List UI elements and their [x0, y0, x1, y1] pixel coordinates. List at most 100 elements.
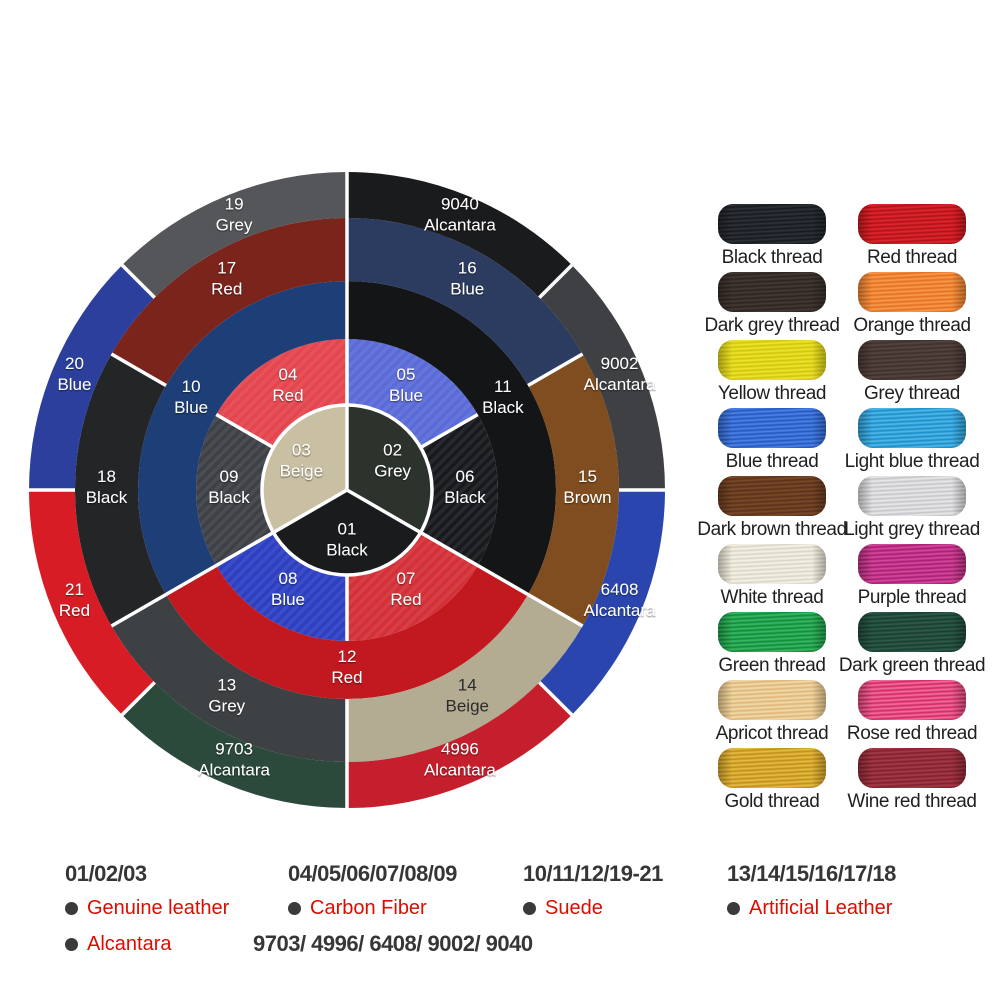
wheel-segment-4996-alcantara	[347, 682, 572, 808]
legend-numbers: 13/14/15/16/17/18	[727, 861, 896, 886]
wheel-segment-10-blue	[137, 281, 347, 595]
thread-option: Light blue thread	[842, 408, 982, 476]
thread-option: White thread	[702, 544, 842, 612]
segment-divider	[346, 488, 422, 535]
segment-divider	[538, 263, 574, 299]
thread-option: Dark brown thread	[697, 476, 847, 544]
segment-divider	[215, 412, 275, 450]
thread-option: Wine red thread	[842, 748, 982, 816]
legend-numbers: 04/05/06/07/08/09	[288, 861, 457, 886]
bullet-icon	[65, 938, 78, 951]
wheel-segment-label-10-blue: 10 Blue	[174, 377, 208, 417]
thread-option: Dark grey thread	[702, 272, 842, 340]
wheel-segment-label-6408-alcantara: 6408 Alcantara	[584, 580, 656, 620]
wheel-segment-label-02-grey: 02 Grey	[374, 441, 411, 481]
segment-divider	[120, 681, 156, 717]
carbon-texture-overlay	[420, 414, 499, 566]
thread-swatch	[858, 272, 966, 312]
wheel-segment-label-18-black: 18 Black	[86, 467, 128, 507]
legend-material-row: Artificial Leather	[727, 897, 896, 920]
legend-material-row: Carbon Fiber	[288, 897, 457, 920]
thread-swatch	[858, 408, 966, 448]
legend-alcantara-codes: 9703/ 4996/ 6408/ 9002/ 9040	[253, 931, 533, 956]
wheel-segment-13-grey	[111, 594, 347, 762]
segment-divider	[165, 563, 218, 597]
thread-swatch	[718, 612, 826, 652]
thread-option: Red thread	[842, 204, 982, 272]
wheel-segment-label-11-black: 11 Black	[482, 377, 524, 417]
wheel-segment-9703-alcantara	[122, 682, 347, 809]
thread-option: Gold thread	[702, 748, 842, 816]
legend-numbers: 10/11/12/19-21	[523, 861, 663, 886]
thread-option: Yellow thread	[702, 340, 842, 408]
thread-swatch	[858, 340, 966, 380]
thread-option: Apricot thread	[702, 680, 842, 748]
legend-group-alcantara: Alcantara	[65, 933, 172, 956]
thread-label: Dark grey thread	[704, 315, 840, 336]
thread-label: Purple thread	[857, 587, 967, 608]
wheel-segment-label-01-black: 01 Black	[326, 520, 368, 560]
legend-group-suede: 10/11/12/19-21 Suede	[523, 861, 663, 920]
legend-group-carbon-fiber: 04/05/06/07/08/09 Carbon Fiber	[288, 861, 457, 920]
thread-swatch	[718, 476, 826, 516]
wheel-segment-11-black	[347, 281, 557, 595]
thread-label: White thread	[720, 587, 824, 608]
wheel-segment-label-03-beige: 03 Beige	[280, 441, 323, 481]
wheel-segment-6408-alcantara	[539, 490, 665, 715]
thread-swatch	[858, 748, 966, 788]
thread-swatch	[718, 680, 826, 720]
legend-material: Artificial Leather	[749, 897, 893, 919]
carbon-texture-overlay	[195, 414, 274, 566]
wheel-segment-label-05-blue: 05 Blue	[389, 365, 423, 405]
wheel-segment-21-red	[29, 490, 155, 715]
wheel-segment-19-grey	[122, 172, 347, 298]
wheel-segment-label-17-red: 17 Red	[211, 259, 242, 299]
wheel-segment-label-16-blue: 16 Blue	[450, 259, 484, 299]
thread-label: Dark brown thread	[697, 519, 847, 540]
wheel-segment-label-20-blue: 20 Blue	[57, 354, 91, 394]
thread-swatch	[718, 204, 826, 244]
wheel-segment-label-08-blue: 08 Blue	[271, 569, 305, 609]
thread-label: Blue thread	[725, 451, 819, 472]
wheel-segment-17-red	[111, 218, 347, 386]
wheel-segment-label-15-brown: 15 Brown	[563, 467, 611, 507]
thread-label: Light grey thread	[844, 519, 980, 540]
thread-swatch	[718, 272, 826, 312]
wheel-segment-label-4996-alcantara: 4996 Alcantara	[424, 740, 496, 780]
thread-label: Yellow thread	[717, 383, 827, 404]
wheel-segment-9040-alcantara	[347, 172, 572, 298]
wheel-segment-label-21-red: 21 Red	[59, 580, 90, 620]
thread-option: Light grey thread	[842, 476, 982, 544]
thread-option: Blue thread	[702, 408, 842, 476]
legend-material: Alcantara	[87, 933, 172, 955]
thread-label: Wine red thread	[847, 791, 977, 812]
carbon-texture-overlay	[347, 339, 478, 448]
segment-divider	[110, 592, 167, 628]
wheel-segment-label-9703-alcantara: 9703 Alcantara	[198, 740, 270, 780]
wheel-segment-15-brown	[528, 354, 620, 626]
wheel-segment-12-red	[166, 565, 528, 700]
wheel-segment-9002-alcantara	[539, 265, 665, 490]
legend-material: Carbon Fiber	[310, 897, 427, 919]
carbon-texture-overlay	[216, 532, 347, 641]
thread-label: Orange thread	[853, 315, 971, 336]
thread-label: Light blue thread	[844, 451, 980, 472]
segment-divider	[538, 681, 574, 717]
legend-material: Suede	[545, 897, 603, 919]
thread-colors-panel: Black thread Red thread Dark grey thread Or…	[697, 204, 986, 816]
segment-divider	[419, 530, 479, 568]
thread-swatch	[718, 408, 826, 448]
thread-swatch	[718, 748, 826, 788]
wheel-segment-20-blue	[29, 265, 155, 490]
thread-swatch	[858, 544, 966, 584]
thread-option: Green thread	[702, 612, 842, 680]
wheel-segment-label-9040-alcantara: 9040 Alcantara	[424, 194, 496, 234]
wheel-segment-16-blue	[347, 218, 583, 386]
legend-material-row: Genuine leather	[65, 897, 229, 920]
thread-swatch	[858, 612, 966, 652]
thread-swatch	[858, 476, 966, 516]
segment-divider	[215, 530, 275, 568]
bullet-icon	[288, 902, 301, 915]
thread-swatch	[858, 204, 966, 244]
